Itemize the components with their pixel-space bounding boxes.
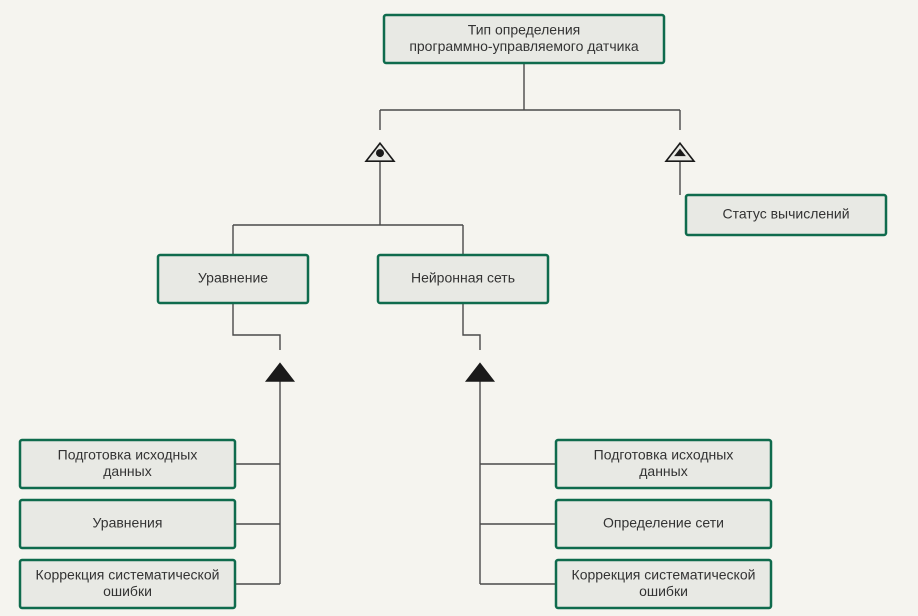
node-text: ошибки bbox=[103, 583, 152, 599]
node-text: Уравнение bbox=[198, 270, 268, 286]
node-text: Коррекция систематической bbox=[572, 567, 756, 583]
node-nn_b: Определение сети bbox=[556, 500, 771, 548]
node-nn_a: Подготовка исходныхданных bbox=[556, 440, 771, 488]
node-eqn_a: Подготовка исходныхданных bbox=[20, 440, 235, 488]
node-text: программно-управляемого датчика bbox=[409, 38, 639, 54]
diagram-canvas: Тип определенияпрограммно-управляемого д… bbox=[0, 0, 918, 616]
node-nn_c: Коррекция систематическойошибки bbox=[556, 560, 771, 608]
node-eqn_c: Коррекция систематическойошибки bbox=[20, 560, 235, 608]
node-text: ошибки bbox=[639, 583, 688, 599]
node-text: Подготовка исходных bbox=[58, 447, 198, 463]
node-text: Нейронная сеть bbox=[411, 270, 515, 286]
node-eqn: Уравнение bbox=[158, 255, 308, 303]
node-text: данных bbox=[639, 463, 687, 479]
node-text: Подготовка исходных bbox=[594, 447, 734, 463]
node-text: Статус вычислений bbox=[722, 206, 849, 222]
node-text: Коррекция систематической bbox=[36, 567, 220, 583]
node-root: Тип определенияпрограммно-управляемого д… bbox=[384, 15, 664, 63]
node-text: Определение сети bbox=[603, 515, 724, 531]
node-nn: Нейронная сеть bbox=[378, 255, 548, 303]
node-text: данных bbox=[103, 463, 151, 479]
node-text: Тип определения bbox=[468, 22, 580, 38]
node-status: Статус вычислений bbox=[686, 195, 886, 235]
node-eqn_b: Уравнения bbox=[20, 500, 235, 548]
node-text: Уравнения bbox=[93, 515, 163, 531]
